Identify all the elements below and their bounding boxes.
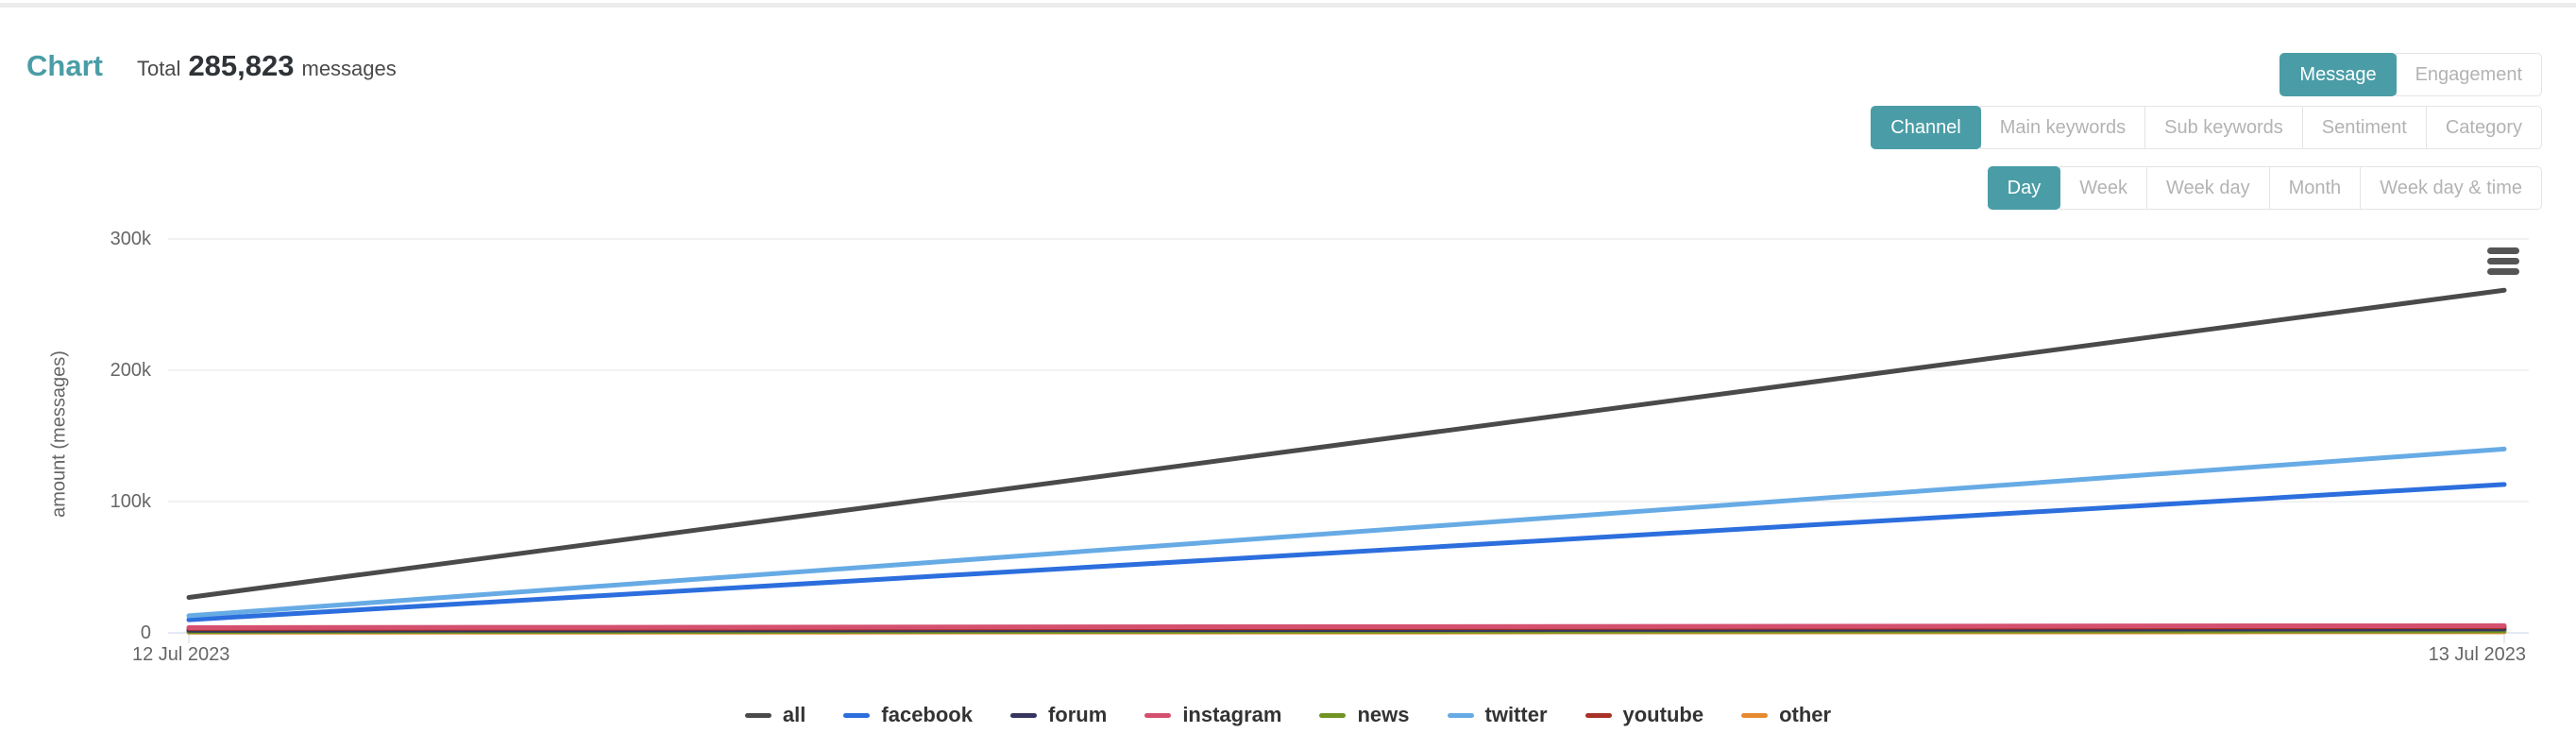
legend-item[interactable]: youtube [1585,703,1704,727]
legend-swatch-icon [1319,712,1347,718]
granularity-toggle-button[interactable]: Week day [2146,166,2270,210]
all-series-line[interactable] [186,287,2507,600]
legend-label: twitter [1484,703,1548,726]
hamburger-icon [2487,247,2519,254]
total-unit: messages [301,57,397,80]
legend-item[interactable]: instagram [1144,703,1281,727]
legend-swatch-icon [1009,712,1037,718]
legend-swatch-icon [1144,712,1172,718]
legend-label: all [782,703,806,726]
metric-toggle-button[interactable]: Engagement [2395,53,2542,96]
total-label: Total [136,57,181,80]
y-tick-label: 0 [140,622,151,643]
legend-swatch-icon [1447,712,1474,718]
legend-swatch-icon [843,712,871,718]
facebook-series-line[interactable] [186,482,2507,622]
legend-label: facebook [881,703,973,726]
y-tick-label: 300k [110,229,151,249]
granularity-toggle-button[interactable]: Month [2268,166,2362,210]
legend-swatch-icon [1741,712,1769,718]
total-value: 285,823 [188,49,295,82]
legend-swatch-icon [1585,712,1612,718]
hamburger-icon [2487,267,2519,275]
chart-legend: all facebook forum instagram news [0,703,2576,727]
legend-label: other [1779,703,1832,726]
y-tick-label: 100k [110,491,151,512]
dimension-toggle-button[interactable]: Main keywords [1979,106,2146,149]
legend-item[interactable]: news [1319,703,1410,727]
legend-item[interactable]: forum [1009,703,1108,727]
dimension-toggle-group: Channel Main keywords Sub keywords Senti… [1871,106,2542,149]
metric-toggle-button[interactable]: Message [2279,53,2397,96]
granularity-toggle-button[interactable]: Week day & time [2360,166,2542,210]
legend-label: youtube [1622,703,1704,726]
metric-toggle-group: Message Engagement [2279,53,2542,96]
dimension-toggle-button[interactable]: Sub keywords [2144,106,2303,149]
legend-item[interactable]: all [744,703,806,727]
legend-swatch-icon [744,712,771,718]
x-tick-label-start: 12 Jul 2023 [132,644,230,665]
twitter-series-line[interactable] [186,446,2507,619]
granularity-toggle-group: Day Week Week day Month Week day & time [1987,166,2542,210]
hamburger-icon [2487,257,2519,264]
legend-item[interactable]: facebook [843,703,973,727]
header: Chart Total 285,823 messages [26,49,397,83]
dimension-toggle-button[interactable]: Sentiment [2301,106,2427,149]
page-title: Chart [26,49,103,82]
legend-label: instagram [1182,703,1282,726]
x-tick-label-end: 13 Jul 2023 [2428,644,2526,665]
legend-label: news [1357,703,1410,726]
legend-item[interactable]: twitter [1447,703,1548,727]
legend-item[interactable]: other [1741,703,1831,727]
top-divider [0,3,2576,8]
dimension-toggle-button[interactable]: Category [2425,106,2542,149]
dimension-toggle-button[interactable]: Channel [1871,106,1981,149]
legend-label: forum [1047,703,1108,726]
granularity-toggle-button[interactable]: Week [2059,166,2148,210]
instagram-series-line[interactable] [186,622,2507,630]
chart-context-menu-button[interactable] [2487,246,2523,276]
y-tick-label: 200k [110,360,151,381]
granularity-toggle-button[interactable]: Day [1987,166,2061,210]
